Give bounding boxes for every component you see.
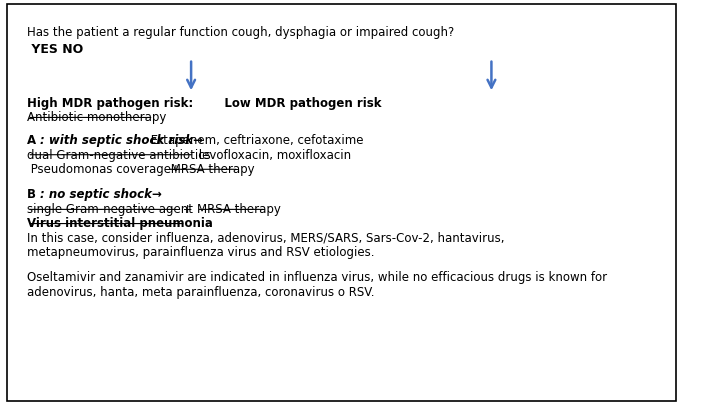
Text: High MDR pathogen risk:: High MDR pathogen risk:	[28, 97, 193, 110]
Text: Pseudomonas coverage+-: Pseudomonas coverage+-	[28, 163, 185, 176]
Text: levofloxacin, moxifloxacin: levofloxacin, moxifloxacin	[195, 149, 350, 162]
Text: Ertapenem, ceftriaxone, cefotaxime: Ertapenem, ceftriaxone, cefotaxime	[147, 134, 363, 147]
Text: Low MDR pathogen risk: Low MDR pathogen risk	[211, 97, 381, 110]
Text: metapneumovirus, parainfluenza virus and RSV etiologies.: metapneumovirus, parainfluenza virus and…	[28, 246, 375, 259]
Text: Virus interstitial pneumonia: Virus interstitial pneumonia	[28, 217, 213, 230]
Text: B: B	[28, 188, 36, 201]
Text: adenovirus, hanta, meta parainfluenza, coronavirus o RSV.: adenovirus, hanta, meta parainfluenza, c…	[28, 286, 375, 298]
Text: Oseltamivir and zanamivir are indicated in influenza virus, while no efficacious: Oseltamivir and zanamivir are indicated …	[28, 271, 607, 284]
Text: MRSA therapy: MRSA therapy	[197, 203, 280, 216]
Text: Antibiotic monotherapy: Antibiotic monotherapy	[28, 111, 167, 124]
Text: dual Gram-negative antibiotics: dual Gram-negative antibiotics	[28, 149, 211, 162]
Text: In this case, consider influenza, adenovirus, MERS/SARS, Sars-Cov-2, hantavirus,: In this case, consider influenza, adenov…	[28, 232, 505, 245]
Text: single Gram-negative agent: single Gram-negative agent	[28, 203, 193, 216]
Text: MRSA therapy: MRSA therapy	[167, 163, 255, 176]
FancyBboxPatch shape	[7, 4, 675, 401]
Text: : no septic shock→: : no septic shock→	[40, 188, 161, 201]
Text: A: A	[28, 134, 36, 147]
Text: +: +	[179, 203, 196, 216]
Text: : with septic shock risk→: : with septic shock risk→	[40, 134, 203, 147]
Text: Has the patient a regular function cough, dysphagia or impaired cough?: Has the patient a regular function cough…	[28, 26, 455, 39]
Text: YES NO: YES NO	[28, 43, 83, 55]
